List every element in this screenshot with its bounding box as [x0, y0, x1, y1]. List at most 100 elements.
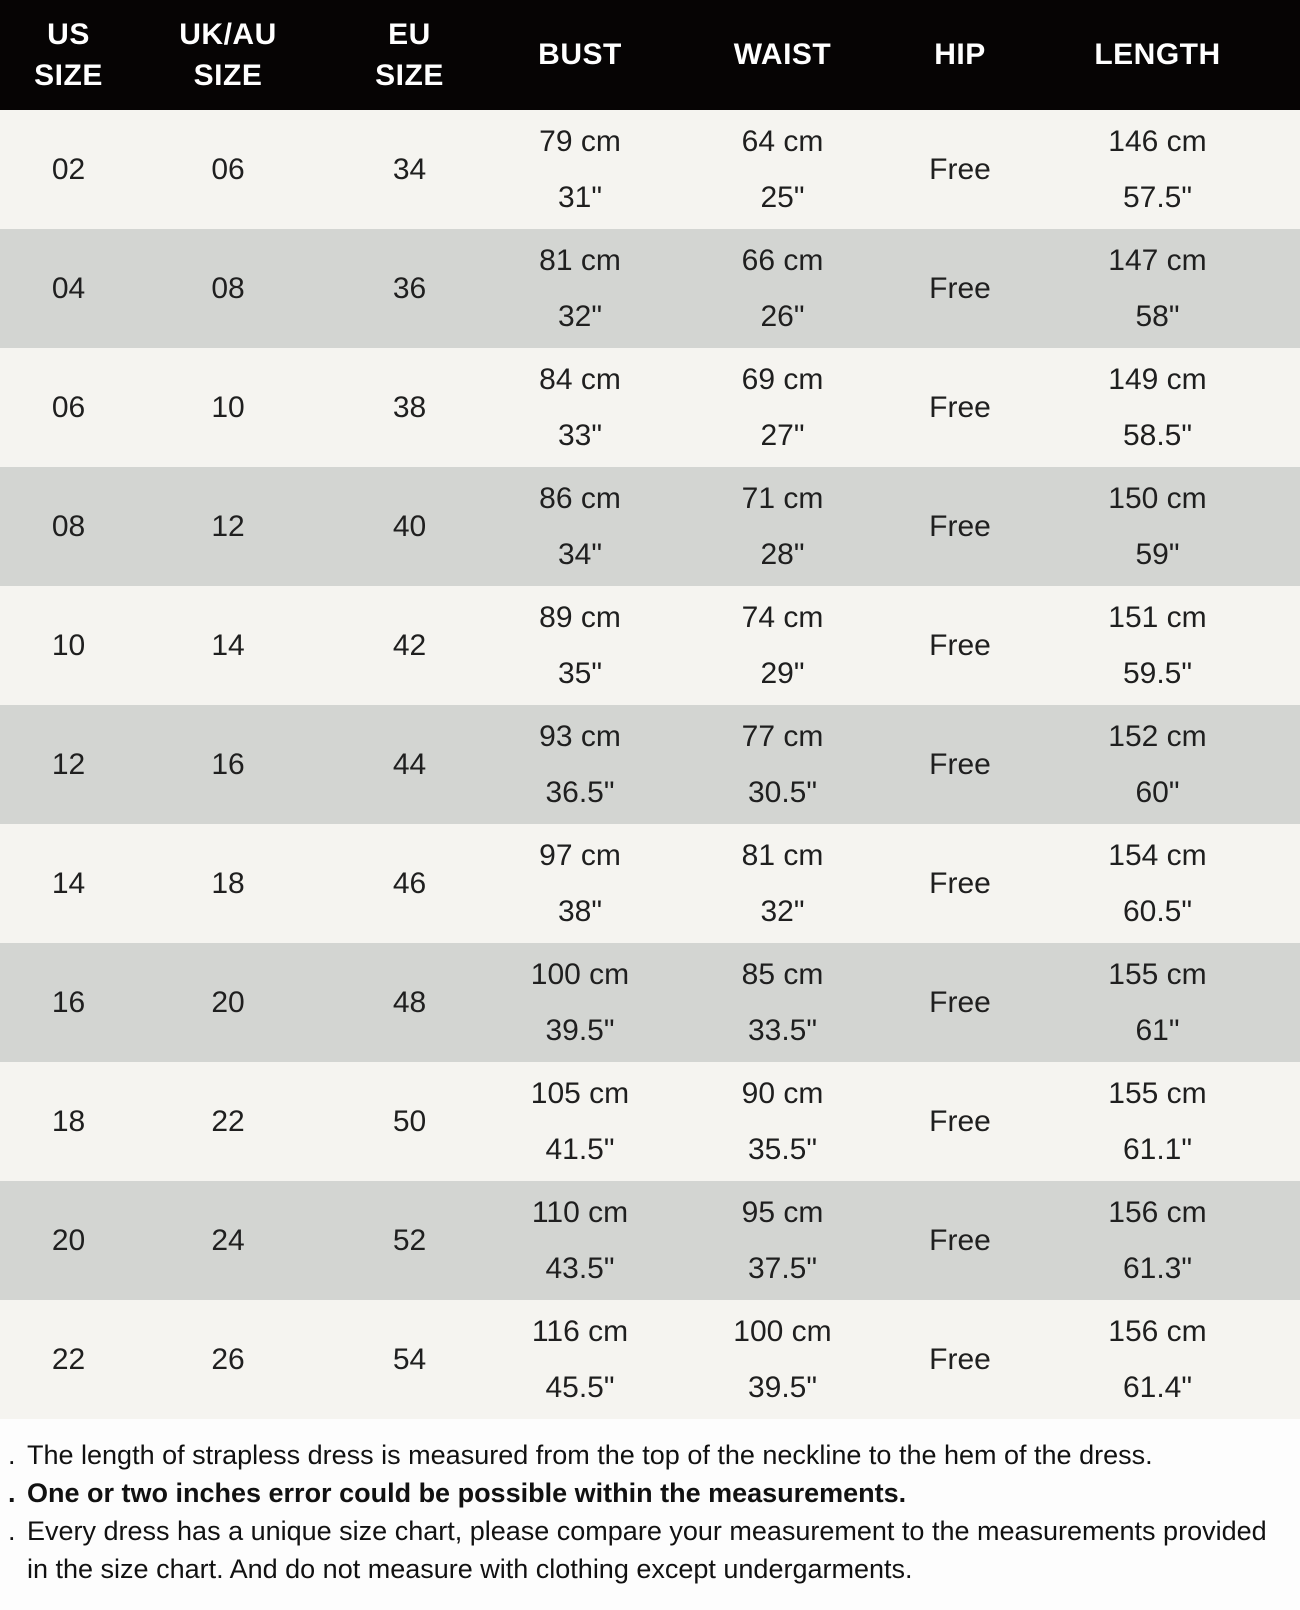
hip-cell: Free: [929, 271, 991, 305]
waist-cell: 85 cm 33.5": [741, 958, 824, 1047]
hip-cell: Free: [929, 866, 991, 900]
length-cell: 147 cm 58": [1108, 244, 1207, 333]
length-cell: 149 cm 58.5": [1108, 363, 1207, 452]
length-cell: 156 cm 61.4": [1108, 1315, 1207, 1404]
table-row: 22 26 54 116 cm 45.5" 100 cm 39.5" Free …: [0, 1300, 1300, 1419]
hip-cell: Free: [929, 1223, 991, 1257]
hip-cell: Free: [929, 985, 991, 1019]
bust-cell: 105 cm 41.5": [530, 1077, 630, 1166]
notes-section: . The length of strapless dress is measu…: [0, 1419, 1300, 1588]
bust-cell: 89 cm 35": [539, 601, 621, 690]
waist-cell: 71 cm 28": [741, 482, 824, 571]
us-size-cell: 06: [51, 390, 86, 424]
ukau-size-cell: 14: [211, 628, 245, 662]
header-length: LENGTH: [1094, 38, 1221, 72]
header-hip: HIP: [934, 38, 986, 72]
table-row: 14 18 46 97 cm 38" 81 cm 32" Free 154 cm…: [0, 824, 1300, 943]
bust-cell: 84 cm 33": [539, 363, 621, 452]
eu-size-cell: 46: [392, 866, 427, 900]
eu-size-cell: 42: [392, 628, 427, 662]
note-text: The length of strapless dress is measure…: [27, 1440, 1153, 1470]
waist-cell: 81 cm 32": [741, 839, 824, 928]
table-row: 06 10 38 84 cm 33" 69 cm 27" Free 149 cm…: [0, 348, 1300, 467]
eu-size-cell: 54: [392, 1342, 427, 1376]
bullet-dot: .: [8, 1440, 16, 1470]
ukau-size-cell: 16: [211, 747, 245, 781]
us-size-cell: 08: [51, 509, 86, 543]
waist-cell: 77 cm 30.5": [741, 720, 824, 809]
table-row: 20 24 52 110 cm 43.5" 95 cm 37.5" Free 1…: [0, 1181, 1300, 1300]
us-size-cell: 02: [51, 152, 86, 186]
waist-cell: 90 cm 35.5": [741, 1077, 824, 1166]
length-cell: 156 cm 61.3": [1108, 1196, 1207, 1285]
size-chart-table: US SIZE UK/AU SIZE EU SIZE BUST WAIST HI…: [0, 0, 1300, 1419]
hip-cell: Free: [929, 152, 991, 186]
header-eu-size: EU SIZE: [375, 17, 444, 92]
hip-cell: Free: [929, 509, 991, 543]
bust-cell: 86 cm 34": [539, 482, 621, 571]
header-waist: WAIST: [733, 38, 832, 72]
ukau-size-cell: 20: [211, 985, 245, 1019]
hip-cell: Free: [929, 747, 991, 781]
eu-size-cell: 44: [392, 747, 427, 781]
hip-cell: Free: [929, 1342, 991, 1376]
bullet-dot: .: [8, 1478, 16, 1508]
waist-cell: 74 cm 29": [741, 601, 824, 690]
hip-cell: Free: [929, 390, 991, 424]
header-us-size: US SIZE: [34, 17, 103, 92]
ukau-size-cell: 26: [211, 1342, 245, 1376]
waist-cell: 64 cm 25": [741, 125, 824, 214]
length-cell: 155 cm 61.1": [1108, 1077, 1207, 1166]
waist-cell: 66 cm 26": [741, 244, 824, 333]
note-text: One or two inches error could be possibl…: [27, 1478, 907, 1508]
table-row: 16 20 48 100 cm 39.5" 85 cm 33.5" Free 1…: [0, 943, 1300, 1062]
ukau-size-cell: 18: [211, 866, 245, 900]
us-size-cell: 04: [51, 271, 86, 305]
length-cell: 155 cm 61": [1108, 958, 1207, 1047]
length-cell: 152 cm 60": [1108, 720, 1207, 809]
table-row: 12 16 44 93 cm 36.5" 77 cm 30.5" Free 15…: [0, 705, 1300, 824]
table-row: 08 12 40 86 cm 34" 71 cm 28" Free 150 cm…: [0, 467, 1300, 586]
length-cell: 151 cm 59.5": [1108, 601, 1207, 690]
note-text: Every dress has a unique size chart, ple…: [27, 1516, 1267, 1584]
hip-cell: Free: [929, 1104, 991, 1138]
note-item: . One or two inches error could be possi…: [8, 1474, 1290, 1512]
us-size-cell: 20: [51, 1223, 86, 1257]
waist-cell: 69 cm 27": [741, 363, 824, 452]
us-size-cell: 22: [51, 1342, 86, 1376]
us-size-cell: 16: [51, 985, 86, 1019]
ukau-size-cell: 24: [211, 1223, 245, 1257]
note-item: . The length of strapless dress is measu…: [8, 1436, 1290, 1474]
ukau-size-cell: 10: [211, 390, 245, 424]
waist-cell: 100 cm 39.5": [733, 1315, 832, 1404]
length-cell: 154 cm 60.5": [1108, 839, 1207, 928]
eu-size-cell: 48: [392, 985, 427, 1019]
note-item: . Every dress has a unique size chart, p…: [8, 1512, 1290, 1588]
eu-size-cell: 38: [392, 390, 427, 424]
ukau-size-cell: 06: [211, 152, 245, 186]
bust-cell: 97 cm 38": [539, 839, 621, 928]
table-row: 02 06 34 79 cm 31" 64 cm 25" Free 146 cm…: [0, 110, 1300, 229]
eu-size-cell: 36: [392, 271, 427, 305]
bust-cell: 116 cm 45.5": [531, 1315, 629, 1404]
us-size-cell: 18: [51, 1104, 86, 1138]
bust-cell: 93 cm 36.5": [539, 720, 621, 809]
bust-cell: 79 cm 31": [539, 125, 621, 214]
ukau-size-cell: 12: [211, 509, 245, 543]
bullet-dot: .: [8, 1516, 16, 1546]
bust-cell: 110 cm 43.5": [531, 1196, 629, 1285]
header-bust: BUST: [538, 38, 622, 72]
bust-cell: 100 cm 39.5": [530, 958, 630, 1047]
bust-cell: 81 cm 32": [539, 244, 621, 333]
us-size-cell: 14: [51, 866, 86, 900]
length-cell: 150 cm 59": [1108, 482, 1207, 571]
eu-size-cell: 50: [392, 1104, 427, 1138]
header-ukau-size: UK/AU SIZE: [179, 17, 277, 92]
eu-size-cell: 34: [392, 152, 427, 186]
waist-cell: 95 cm 37.5": [741, 1196, 824, 1285]
eu-size-cell: 40: [392, 509, 427, 543]
eu-size-cell: 52: [392, 1223, 427, 1257]
us-size-cell: 12: [51, 747, 86, 781]
table-row: 10 14 42 89 cm 35" 74 cm 29" Free 151 cm…: [0, 586, 1300, 705]
